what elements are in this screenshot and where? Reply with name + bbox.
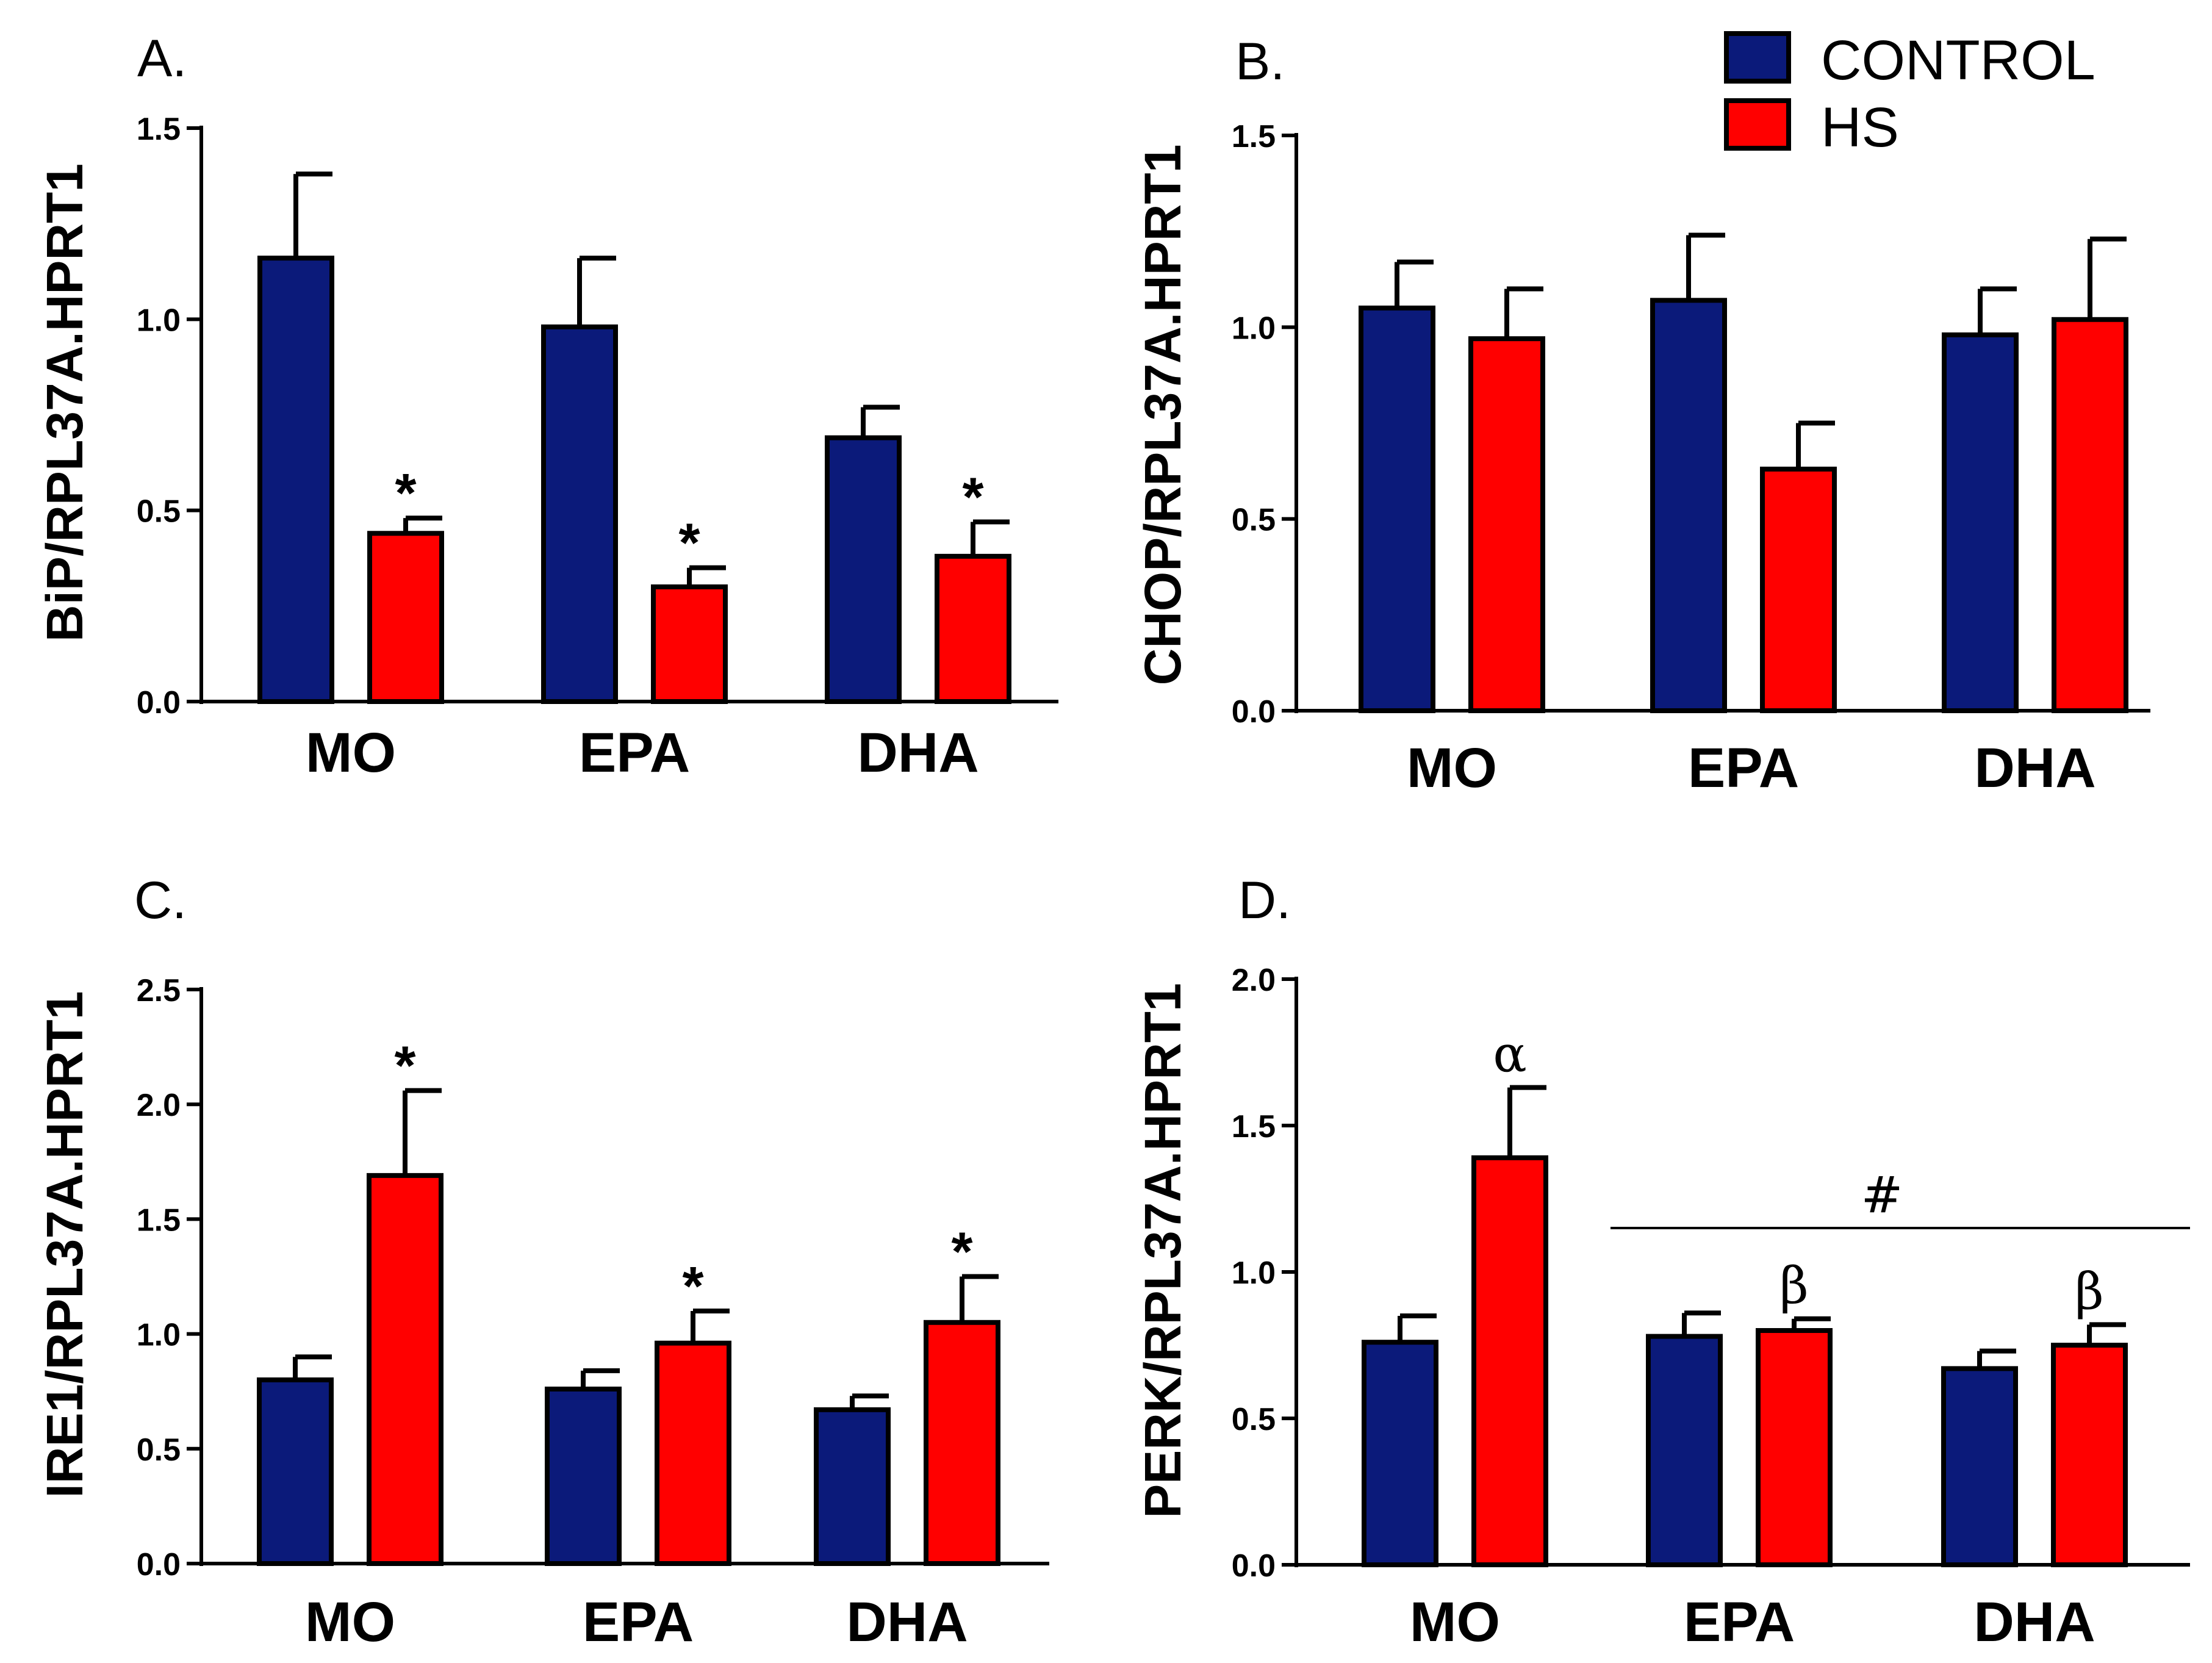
panel-d-bar-control-dha [1941,1366,2018,1567]
panel-d-bar-hs-epa [1756,1328,1833,1567]
legend-label-hs: HS [1821,96,1899,159]
panel-b-chart: B. CHOP/RPL37A.HPRT1 0.0 0.5 1.0 1.5 MO EPA DH… [1134,32,2150,799]
panel-a-chart: A. BiP/RPL37A.HPRT1 0.0 0.5 1.0 1.5 MO EPA DHA… [36,29,1058,784]
panel-a-category-label: DHA [857,722,979,784]
panel-d-significance-marker: β [1779,1257,1808,1315]
panel-c-category-label: MO [305,1591,395,1653]
panel-c-category-label: EPA [583,1591,694,1653]
panel-b-bar-control-dha [1942,332,2019,713]
panel-b-category-label: DHA [1974,737,2095,799]
panel-c-significance-marker: * [682,1256,703,1317]
panel-a-ytick-label: 1.5 [137,112,181,147]
panel-c-chart: C. IRE1/RPL37A.HPRT1 0.0 0.5 1.0 1.5 2.0 2.5 M… [36,871,1049,1653]
panel-d-bar-hs-dha [2051,1343,2128,1567]
panel-d-ytick-label: 2.0 [1232,963,1276,998]
panel-d-ytick-label: 0.0 [1232,1548,1276,1584]
panel-d-significance-marker: β [2075,1263,2103,1321]
panel-d-group-comparison-label: # [1861,1166,1903,1224]
panel-a-ytick-label: 1.0 [137,303,181,338]
panel-c-bar-hs-dha [924,1320,1000,1567]
panel-c-bar-control-dha [814,1407,891,1567]
panel-c-ytick-label: 1.5 [137,1202,181,1238]
panel-b-bar-control-mo [1359,305,1435,713]
panel-c-significance-marker: * [394,1036,415,1097]
panel-c-ytick-label: 2.0 [137,1088,181,1123]
panel-b-category-label: MO [1407,737,1497,799]
panel-b-ylabel: CHOP/RPL37A.HPRT1 [1134,145,1191,686]
panel-a-ytick-label: 0.5 [137,494,181,530]
panel-b-letter: B. [1235,32,1285,91]
panel-d-bar-hs-mo [1471,1155,1548,1568]
panel-b-ytick-label: 0.5 [1232,503,1276,538]
panel-d-significance-marker: α [1493,1026,1526,1084]
panel-a-bar-hs-epa [651,584,728,704]
panel-c-ytick-label: 0.5 [137,1432,181,1468]
panel-d-category-label: DHA [1973,1591,2095,1653]
panel-c-ytick-label: 0.0 [137,1547,181,1582]
panel-c-ylabel: IRE1/RPL37A.HPRT1 [36,991,93,1498]
panel-b-ytick-label: 1.5 [1232,119,1276,154]
panel-b-bar-hs-mo [1468,336,1545,713]
panel-d-ytick-label: 1.5 [1232,1109,1276,1144]
panel-a-category-label: EPA [579,722,690,784]
panel-c-category-label: DHA [846,1591,968,1653]
panel-c-significance-marker: * [951,1222,972,1283]
legend-swatch-hs [1724,98,1791,151]
panel-a-bar-control-epa [541,324,618,704]
panel-b-bar-control-epa [1650,298,1727,713]
panel-b-ytick-label: 1.0 [1232,311,1276,346]
panel-c-bar-hs-epa [655,1340,731,1566]
legend-swatch-control [1724,31,1791,84]
panel-a-bar-hs-mo [367,531,444,704]
panel-a-bar-hs-dha [935,553,1011,704]
panel-c-bar-control-mo [257,1377,334,1566]
panel-b-bar-hs-dha [2052,317,2128,713]
panel-b-ytick-label: 0.0 [1232,694,1276,730]
panel-d-ytick-label: 1.0 [1232,1255,1276,1291]
panel-d-category-label: EPA [1684,1591,1795,1653]
panel-d-chart: D. PERK/RPL37A.HPRT1 0.0 0.5 1.0 1.5 2.0 MO EP… [1134,871,2190,1653]
panel-d-ylabel: PERK/RPL37A.HPRT1 [1134,983,1191,1518]
panel-d-category-label: MO [1410,1591,1500,1653]
panel-b-bar-hs-epa [1760,466,1837,713]
panel-d-bar-control-epa [1646,1334,1723,1568]
panel-b-category-label: EPA [1688,737,1799,799]
panel-d-bar-control-mo [1362,1340,1438,1567]
panel-c-letter: C. [134,871,187,930]
panel-d-ytick-label: 0.5 [1232,1402,1276,1437]
panel-a-letter: A. [137,29,187,88]
panel-d-letter: D. [1238,871,1291,930]
panel-a-bar-control-mo [257,256,334,705]
panel-c-ytick-label: 1.0 [137,1318,181,1353]
panel-a-bar-control-dha [825,435,902,704]
panel-a-significance-marker: * [962,467,983,528]
panel-a-category-label: MO [306,722,396,784]
panel-a-ytick-label: 0.0 [137,685,181,720]
panel-a-significance-marker: * [678,513,700,574]
panel-a-ylabel: BiP/RPL37A.HPRT1 [36,163,93,642]
panel-c-ytick-label: 2.5 [137,973,181,1008]
panel-c-bar-control-epa [545,1386,622,1567]
legend: CONTROL HS [1724,29,2095,159]
panel-a-significance-marker: * [395,463,416,524]
legend-label-control: CONTROL [1821,29,2095,92]
panel-c-bar-hs-mo [367,1173,443,1567]
